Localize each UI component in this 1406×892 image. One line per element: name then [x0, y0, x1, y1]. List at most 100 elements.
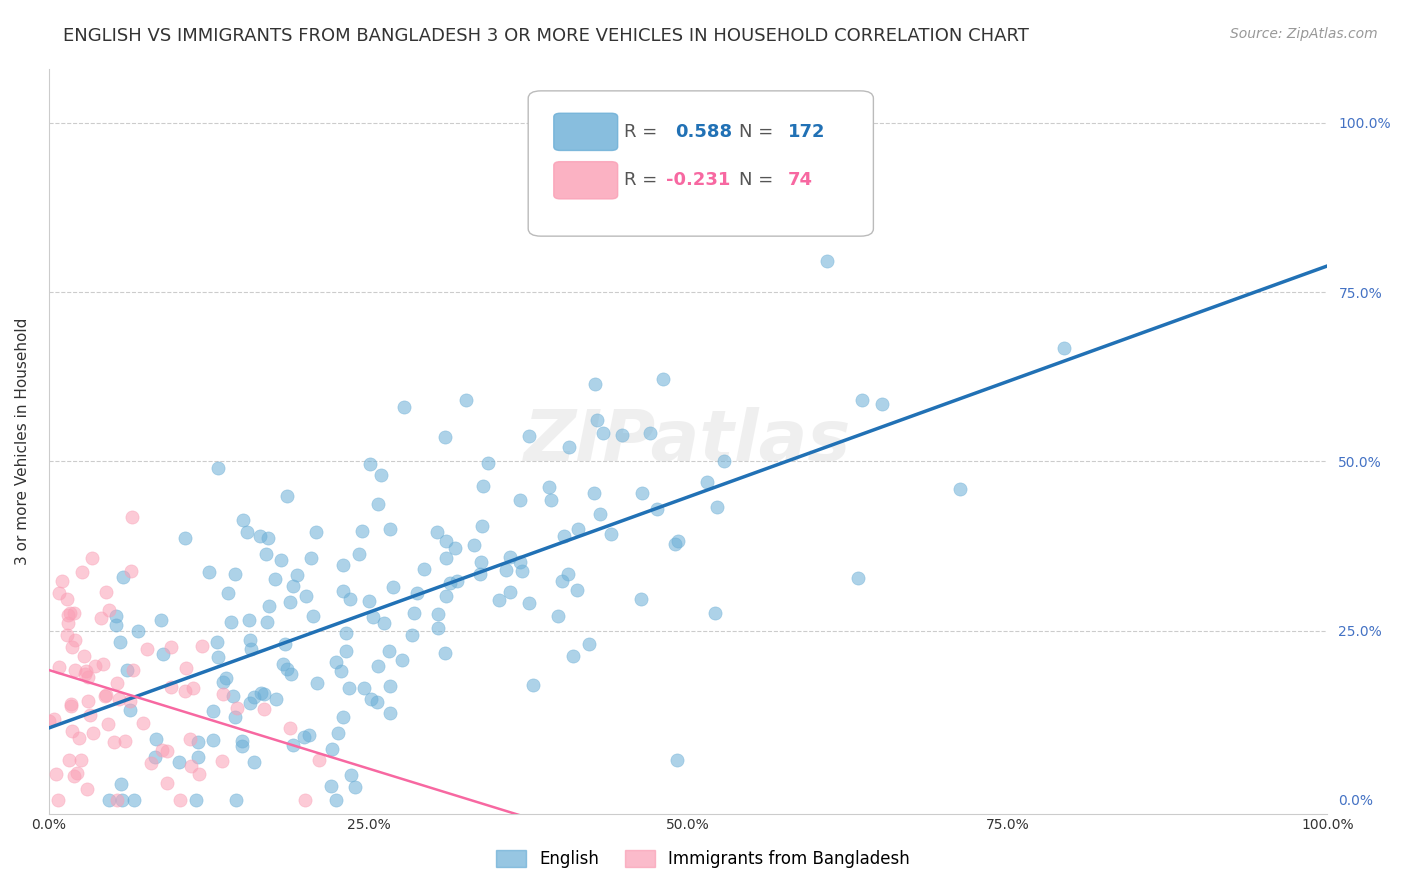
- Point: [696, 475, 718, 490]
- Point: [226, 700, 249, 714]
- Point: [181, 681, 204, 695]
- Point: [253, 701, 276, 715]
- Point: [231, 734, 253, 748]
- Point: [713, 453, 735, 467]
- Point: [278, 595, 301, 609]
- Point: [583, 377, 606, 392]
- Point: [367, 497, 389, 511]
- Point: [173, 531, 195, 545]
- Point: [471, 519, 494, 533]
- Point: [141, 756, 163, 770]
- Point: [79, 708, 101, 723]
- Point: [517, 428, 540, 442]
- Point: [321, 741, 343, 756]
- Point: [191, 639, 214, 653]
- Point: [211, 675, 233, 690]
- Point: [224, 567, 246, 582]
- Point: [706, 500, 728, 514]
- Point: [815, 254, 838, 268]
- Text: -0.231: -0.231: [666, 171, 731, 189]
- Point: [377, 644, 399, 658]
- Point: [75, 664, 97, 678]
- Point: [58, 753, 80, 767]
- Point: [242, 755, 264, 769]
- Point: [510, 564, 533, 578]
- Y-axis label: 3 or more Vehicles in Household: 3 or more Vehicles in Household: [15, 318, 30, 565]
- Point: [703, 607, 725, 621]
- Point: [84, 659, 107, 673]
- Point: [253, 687, 276, 701]
- Point: [664, 537, 686, 551]
- Point: [319, 780, 342, 794]
- Point: [105, 676, 128, 690]
- Point: [434, 646, 457, 660]
- Point: [361, 610, 384, 624]
- Point: [59, 607, 82, 621]
- Point: [592, 425, 614, 440]
- Point: [118, 703, 141, 717]
- Point: [551, 574, 574, 588]
- Point: [121, 510, 143, 524]
- Point: [307, 675, 329, 690]
- Point: [583, 486, 606, 500]
- Point: [159, 681, 181, 695]
- Point: [326, 725, 349, 739]
- Point: [160, 640, 183, 654]
- Point: [202, 733, 225, 747]
- Point: [70, 753, 93, 767]
- Point: [176, 661, 198, 675]
- Point: [589, 507, 612, 521]
- Point: [207, 650, 229, 665]
- Point: [110, 635, 132, 649]
- Point: [280, 667, 302, 681]
- Point: [77, 670, 100, 684]
- Point: [207, 461, 229, 475]
- Point: [665, 753, 688, 767]
- Point: [299, 550, 322, 565]
- Point: [495, 563, 517, 577]
- Point: [156, 744, 179, 758]
- Point: [509, 492, 531, 507]
- Point: [285, 567, 308, 582]
- Point: [263, 573, 285, 587]
- Point: [211, 755, 233, 769]
- Point: [404, 606, 426, 620]
- Point: [343, 780, 366, 794]
- Point: [264, 691, 287, 706]
- Text: Source: ZipAtlas.com: Source: ZipAtlas.com: [1230, 27, 1378, 41]
- Point: [98, 793, 121, 807]
- Point: [463, 538, 485, 552]
- Point: [335, 644, 357, 658]
- Point: [65, 632, 87, 647]
- Point: [380, 522, 402, 536]
- Point: [406, 585, 429, 599]
- Point: [80, 550, 103, 565]
- Point: [72, 565, 94, 579]
- Point: [499, 549, 522, 564]
- Point: [271, 657, 294, 672]
- Point: [45, 766, 67, 780]
- Point: [115, 663, 138, 677]
- Point: [456, 392, 478, 407]
- Point: [48, 586, 70, 600]
- Point: [225, 793, 247, 807]
- Point: [202, 705, 225, 719]
- Point: [91, 657, 114, 671]
- Text: N =: N =: [740, 171, 779, 189]
- Point: [132, 716, 155, 731]
- Point: [446, 574, 468, 589]
- Point: [179, 732, 201, 747]
- Point: [851, 393, 873, 408]
- Point: [292, 730, 315, 744]
- Point: [198, 565, 221, 579]
- Point: [443, 541, 465, 555]
- Point: [477, 456, 499, 470]
- Point: [98, 603, 121, 617]
- Point: [335, 626, 357, 640]
- Point: [352, 524, 374, 538]
- Point: [567, 582, 589, 597]
- Point: [46, 793, 69, 807]
- Point: [257, 599, 280, 614]
- Point: [298, 728, 321, 742]
- Point: [274, 637, 297, 651]
